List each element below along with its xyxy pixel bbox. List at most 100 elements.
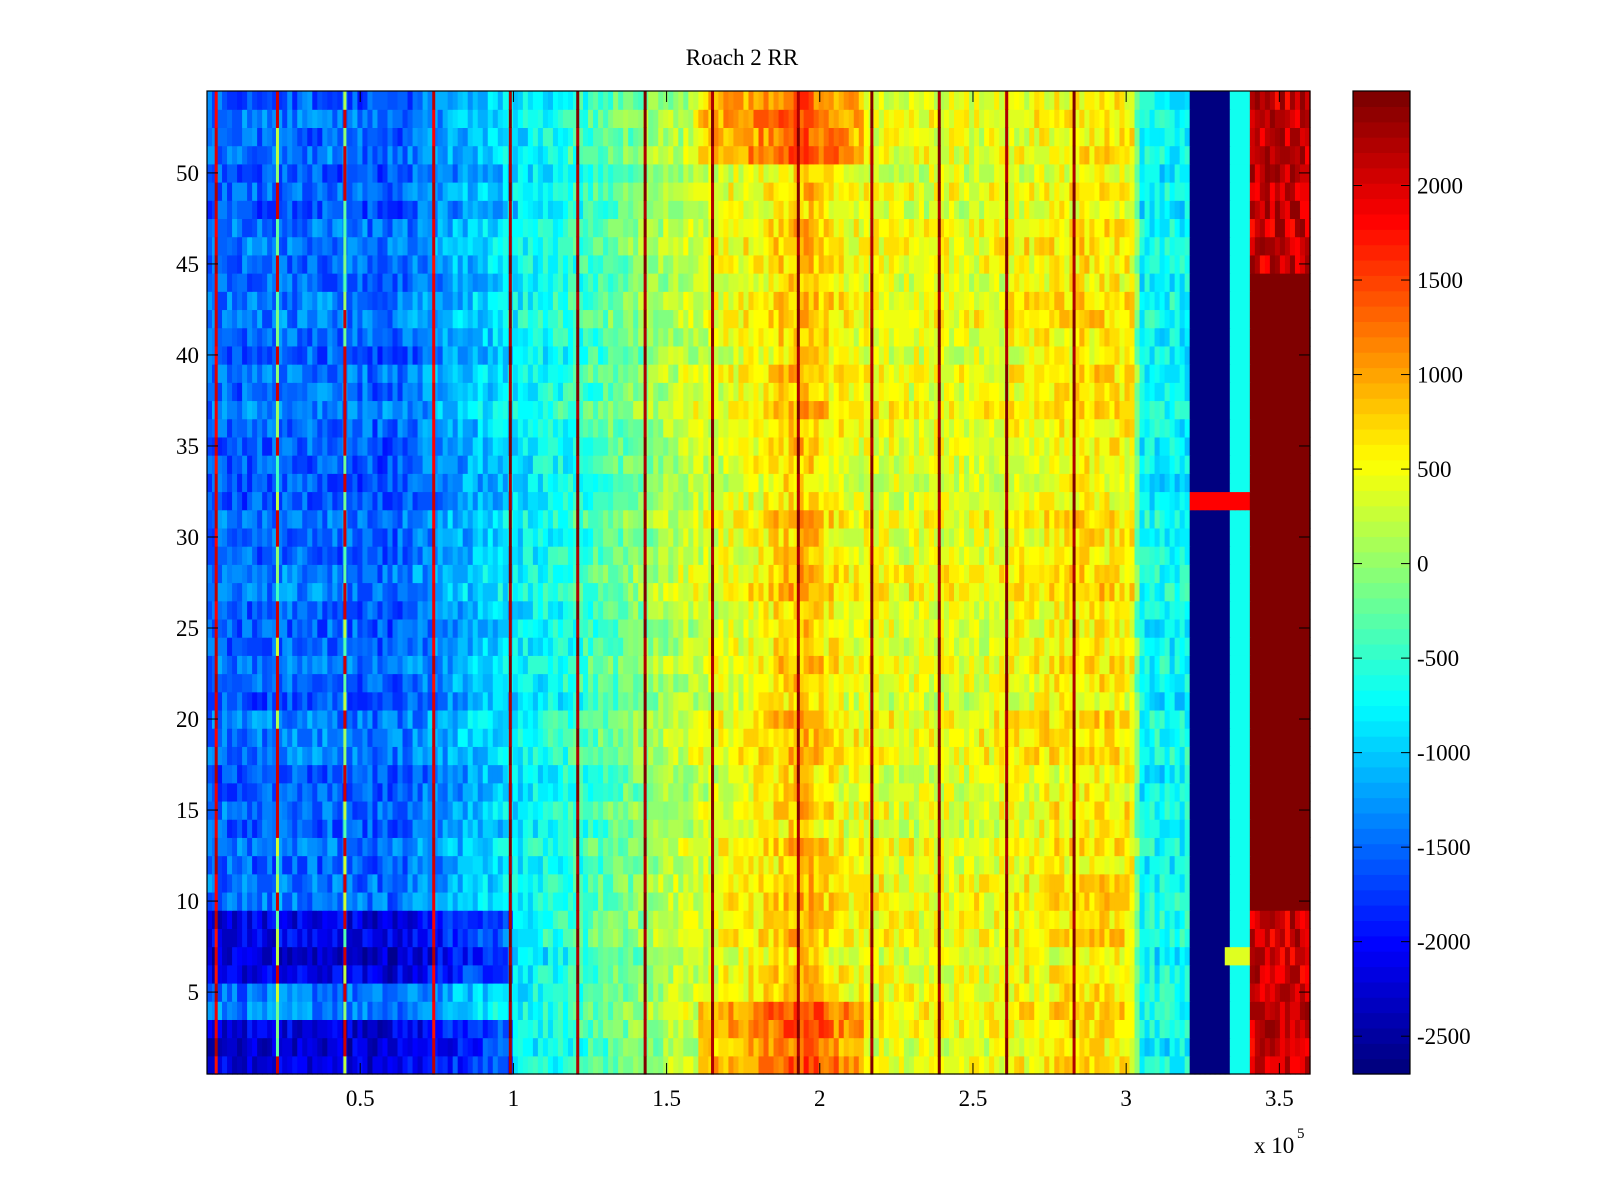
heatmap-cell bbox=[272, 746, 278, 766]
heatmap-cell bbox=[999, 1037, 1005, 1057]
heatmap-cell bbox=[417, 982, 424, 1002]
heatmap-cell bbox=[828, 964, 835, 984]
heatmap-cell bbox=[663, 891, 669, 911]
heatmap-cell bbox=[407, 837, 414, 857]
heatmap-cell bbox=[247, 982, 253, 1002]
heatmap-cell bbox=[588, 819, 594, 838]
heatmap-cell bbox=[1154, 691, 1161, 711]
heatmap-cell bbox=[357, 982, 364, 1002]
heatmap-cell bbox=[1124, 764, 1131, 784]
heatmap-cell bbox=[1029, 855, 1035, 875]
heatmap-cell bbox=[628, 1055, 634, 1075]
heatmap-cell bbox=[1239, 691, 1246, 711]
heatmap-cell bbox=[372, 819, 379, 838]
heatmap-cell bbox=[522, 1037, 529, 1057]
heatmap-cell bbox=[482, 946, 489, 966]
heatmap-cell bbox=[352, 1001, 359, 1020]
heatmap-cell bbox=[703, 728, 709, 747]
heatmap-cell bbox=[813, 1037, 820, 1057]
heatmap-cell bbox=[698, 855, 704, 875]
heatmap-cell bbox=[442, 673, 449, 693]
heatmap-cell bbox=[813, 891, 820, 911]
heatmap-cell bbox=[282, 800, 288, 820]
heatmap-cell bbox=[347, 782, 353, 802]
heatmap-cell bbox=[457, 855, 464, 875]
heatmap-cell bbox=[893, 855, 900, 875]
heatmap-cell bbox=[427, 728, 434, 747]
heatmap-cell bbox=[497, 1055, 504, 1075]
heatmap-cell bbox=[598, 873, 604, 893]
heatmap-cell bbox=[933, 1037, 940, 1057]
heatmap-cell bbox=[1154, 891, 1161, 911]
heatmap-cell bbox=[432, 982, 439, 1002]
heatmap-cell bbox=[773, 746, 780, 766]
heatmap-cell bbox=[648, 873, 654, 893]
heatmap-cell bbox=[588, 946, 594, 966]
heatmap-cell bbox=[918, 782, 925, 802]
heatmap-cell bbox=[698, 1055, 704, 1075]
heatmap-cell bbox=[798, 1037, 805, 1057]
heatmap-cell bbox=[828, 837, 835, 857]
heatmap-cell bbox=[793, 891, 800, 911]
heatmap-cell bbox=[337, 1037, 343, 1057]
heatmap-cell bbox=[252, 855, 258, 875]
heatmap-cell bbox=[287, 891, 293, 911]
heatmap-cell bbox=[693, 1001, 699, 1020]
heatmap-cell bbox=[377, 819, 384, 838]
heatmap-cell bbox=[292, 782, 298, 802]
heatmap-cell bbox=[964, 873, 970, 893]
heatmap-cell bbox=[668, 691, 674, 711]
heatmap-cell bbox=[1294, 764, 1301, 784]
heatmap-cell bbox=[292, 982, 298, 1002]
heatmap-cell bbox=[1204, 1001, 1211, 1020]
heatmap-cell bbox=[888, 655, 895, 675]
heatmap-cell bbox=[272, 855, 278, 875]
heatmap-cell bbox=[723, 964, 730, 984]
heatmap-cell bbox=[1094, 691, 1101, 711]
heatmap-cell bbox=[803, 709, 810, 729]
heatmap-cell bbox=[427, 1037, 434, 1057]
heatmap-cell bbox=[517, 964, 524, 984]
heatmap-cell bbox=[1019, 837, 1025, 857]
heatmap-cell bbox=[593, 691, 599, 711]
heatmap-cell bbox=[1184, 800, 1191, 820]
heatmap-cell bbox=[873, 782, 880, 802]
heatmap-cell bbox=[763, 1037, 770, 1057]
heatmap-cell bbox=[984, 819, 990, 838]
heatmap-cell bbox=[1264, 673, 1271, 693]
heatmap-cell bbox=[638, 655, 644, 675]
heatmap-cell bbox=[828, 873, 835, 893]
heatmap-cell bbox=[1154, 946, 1161, 966]
heatmap-cell bbox=[1174, 728, 1181, 747]
heatmap-cell bbox=[542, 746, 549, 766]
heatmap-cell bbox=[668, 910, 674, 929]
heatmap-cell bbox=[818, 800, 825, 820]
heatmap-cell bbox=[427, 1001, 434, 1020]
heatmap-cell bbox=[1099, 728, 1106, 747]
heatmap-cell bbox=[838, 800, 845, 820]
heatmap-cell bbox=[964, 891, 970, 911]
heatmap-cell bbox=[1024, 837, 1030, 857]
heatmap-cell bbox=[1184, 1001, 1191, 1020]
heatmap-cell bbox=[317, 855, 323, 875]
heatmap-cell bbox=[713, 982, 719, 1002]
heatmap-cell bbox=[808, 673, 815, 693]
heatmap-cell bbox=[407, 855, 414, 875]
heatmap-cell bbox=[387, 728, 394, 747]
heatmap-cell bbox=[357, 709, 364, 729]
heatmap-cell bbox=[778, 709, 785, 729]
heatmap-cell bbox=[918, 1019, 925, 1039]
heatmap-cell bbox=[417, 946, 424, 966]
heatmap-cell bbox=[723, 891, 730, 911]
heatmap-cell bbox=[933, 782, 940, 802]
heatmap-cell bbox=[1159, 1019, 1166, 1039]
heatmap-cell bbox=[1054, 910, 1060, 929]
heatmap-cell bbox=[668, 800, 674, 820]
heatmap-cell bbox=[472, 964, 479, 984]
heatmap-cell bbox=[994, 946, 1000, 966]
heatmap-cell bbox=[1099, 782, 1106, 802]
heatmap-cell bbox=[618, 891, 624, 911]
heatmap-cell bbox=[542, 855, 549, 875]
heatmap-cell bbox=[878, 964, 885, 984]
heatmap-cell bbox=[297, 800, 303, 820]
